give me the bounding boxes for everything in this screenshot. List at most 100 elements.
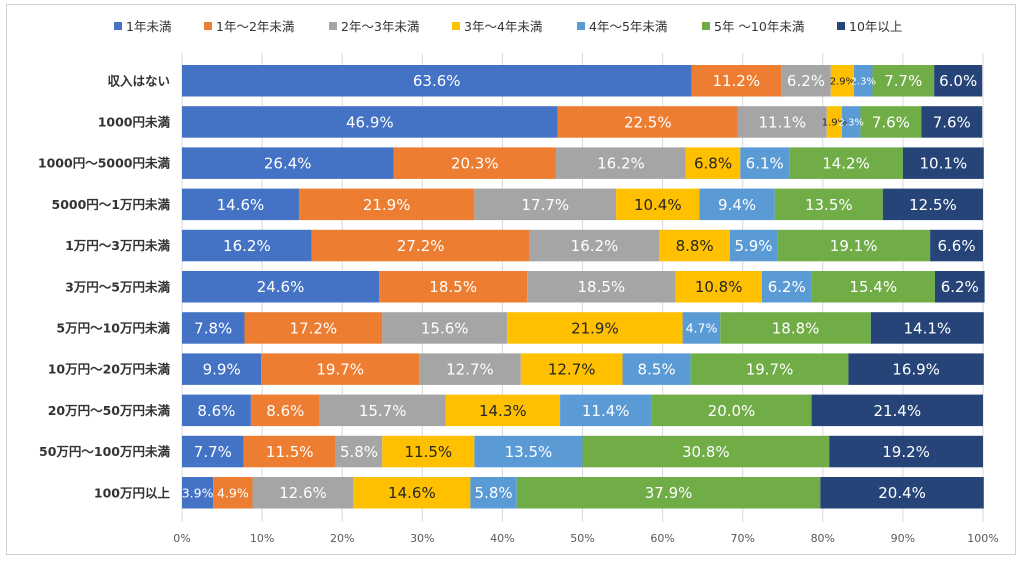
bar-segment — [829, 435, 983, 468]
data-label: 2.9% — [830, 76, 855, 87]
bar-segment — [182, 353, 262, 385]
bar-segment — [699, 188, 775, 221]
data-label: 63.6% — [413, 72, 461, 90]
bar-segment — [182, 477, 214, 509]
bar-segment — [298, 188, 475, 221]
data-label: 12.5% — [909, 196, 957, 214]
data-label: 21.9% — [571, 319, 619, 337]
data-label: 2.3% — [839, 118, 864, 129]
bar-segment — [934, 65, 983, 97]
x-tick-label: 70% — [730, 532, 754, 545]
bar-segment — [319, 394, 446, 427]
data-label: 19.1% — [830, 237, 878, 255]
legend-label: 2年～3年未満 — [341, 19, 419, 34]
bar-segment — [870, 312, 984, 344]
data-label: 3.9% — [182, 485, 214, 500]
data-label: 19.7% — [316, 361, 364, 379]
data-label: 21.9% — [363, 196, 411, 214]
bar-segment — [789, 147, 903, 179]
x-tick-label: 80% — [811, 532, 835, 545]
bar-segment — [529, 229, 660, 262]
data-label: 22.5% — [624, 113, 672, 131]
data-label: 10.1% — [920, 155, 968, 173]
bar-segment — [182, 312, 245, 344]
bar-segment — [182, 147, 394, 179]
data-label: 14.1% — [904, 319, 952, 337]
data-label: 12.7% — [548, 361, 596, 379]
legend-swatch — [114, 22, 122, 30]
x-tick-label: 10% — [250, 532, 274, 545]
bar-segment — [682, 312, 721, 344]
bar-segment — [393, 147, 557, 179]
bar-segment — [474, 435, 583, 468]
bar-segment — [244, 312, 383, 344]
bar-segment — [729, 229, 778, 262]
data-label: 19.2% — [882, 443, 930, 461]
bar-segment — [860, 106, 922, 138]
category-label: 1000円未満 — [98, 114, 171, 129]
x-tick-label: 50% — [570, 532, 594, 545]
legend-label: 4年～5年未満 — [589, 19, 667, 34]
data-label: 17.2% — [290, 319, 338, 337]
data-label: 5.9% — [734, 237, 772, 255]
data-label: 6.0% — [939, 72, 977, 90]
bar-segment — [740, 147, 790, 179]
bar-segment — [527, 271, 676, 303]
data-label: 13.5% — [805, 196, 853, 214]
bar-segment — [379, 271, 528, 303]
data-label: 5.8% — [475, 484, 513, 502]
bar-segment — [382, 312, 508, 344]
bar-segment — [720, 312, 871, 344]
data-label: 1.9% — [822, 118, 847, 129]
data-label: 6.2% — [787, 72, 825, 90]
bar-segment — [651, 394, 812, 427]
data-label: 30.8% — [682, 443, 730, 461]
data-label: 15.7% — [359, 402, 407, 420]
legend: 1年未満 1年～2年未満 2年～3年未満 3年～4年未満 4年～5年未満 5年 ～10年未… — [114, 19, 902, 34]
bar-segment — [182, 394, 251, 427]
x-tick-label: 30% — [410, 532, 434, 545]
bar-segment — [474, 188, 617, 221]
data-label: 6.2% — [941, 278, 979, 296]
data-label: 7.6% — [933, 113, 971, 131]
bar-segment — [616, 188, 700, 221]
legend-swatch — [329, 22, 337, 30]
data-label: 20.3% — [451, 155, 499, 173]
bar-segment — [826, 106, 843, 138]
data-label: 6.8% — [694, 155, 732, 173]
bar-segment — [470, 477, 517, 509]
bar-segment — [182, 229, 312, 262]
data-label: 18.5% — [577, 278, 625, 296]
bar-segment — [854, 65, 873, 97]
bar-segment — [382, 435, 475, 468]
bar-segment — [582, 435, 830, 468]
data-label: 20.0% — [708, 402, 756, 420]
data-label: 6.1% — [746, 155, 784, 173]
x-tick-label: 40% — [490, 532, 514, 545]
legend-label: 10年以上 — [849, 19, 902, 34]
data-label: 4.9% — [217, 485, 249, 500]
data-label: 10.8% — [695, 278, 743, 296]
category-label: 10万円～20万円未満 — [48, 362, 171, 377]
x-tick-label: 0% — [173, 532, 190, 545]
data-label: 16.2% — [597, 155, 645, 173]
bar-segment — [419, 353, 521, 385]
data-label: 11.5% — [266, 443, 314, 461]
bar-segment — [622, 353, 691, 385]
data-label: 8.6% — [197, 402, 235, 420]
bar-segment — [243, 435, 336, 468]
data-label: 7.6% — [872, 113, 910, 131]
category-label: 50万円～100万円未満 — [39, 444, 170, 459]
category-label: 1万円～3万円未満 — [65, 238, 170, 253]
bar-segment — [781, 65, 831, 97]
legend-swatch — [702, 22, 710, 30]
category-labels: 収入はない 1000円未満 1000円～5000円未満 5000円～1万円未満 1万円～… — [38, 73, 171, 500]
data-label: 16.2% — [223, 237, 271, 255]
category-label: 5万円～10万円未満 — [56, 320, 170, 335]
bar-segment — [830, 65, 855, 97]
bar-segment — [445, 394, 561, 427]
bar-segment — [848, 353, 984, 385]
data-label: 11.2% — [712, 72, 760, 90]
x-tick-label: 60% — [650, 532, 674, 545]
bar-segment — [213, 477, 253, 509]
